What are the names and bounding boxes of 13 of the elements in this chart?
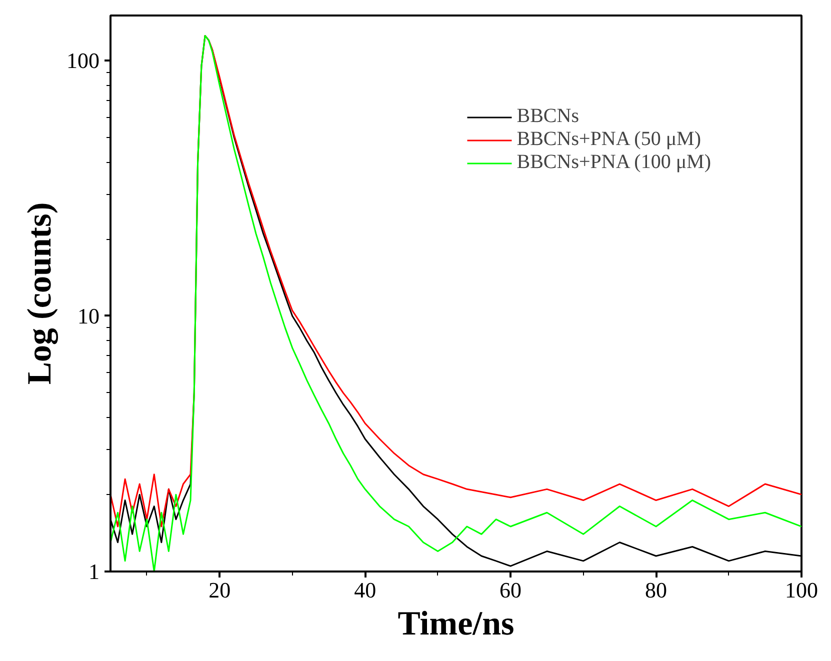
x-tick-label: 20 bbox=[208, 578, 231, 602]
legend-label: BBCNs bbox=[516, 105, 579, 128]
x-axis-title: Time/ns bbox=[398, 606, 514, 642]
x-tick-label: 60 bbox=[500, 578, 522, 602]
y-tick-label: 10 bbox=[78, 303, 100, 328]
y-tick-label: 100 bbox=[66, 48, 100, 73]
legend-label: BBCNs+PNA (50 μM) bbox=[516, 128, 701, 151]
legend-label: BBCNs+PNA (100 μM) bbox=[516, 151, 711, 174]
y-axis-title: Log (counts) bbox=[22, 202, 58, 385]
y-tick-label: 1 bbox=[88, 559, 100, 584]
x-tick-label: 40 bbox=[354, 578, 376, 602]
x-tick-label: 100 bbox=[785, 578, 818, 602]
x-tick-label: 80 bbox=[645, 578, 668, 602]
